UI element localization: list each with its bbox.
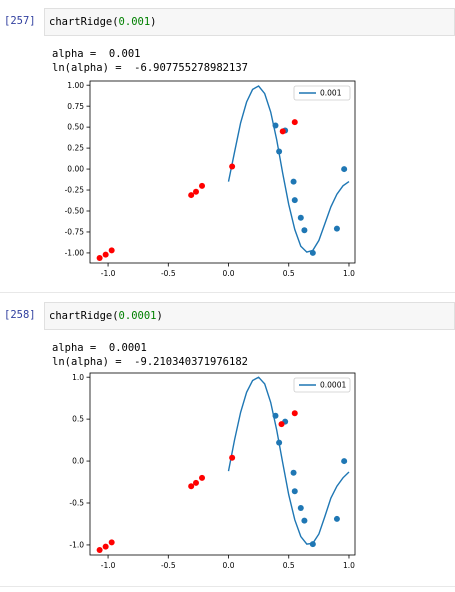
x-tick-label: -1.0 <box>101 561 116 570</box>
y-tick-label: 0.0 <box>72 457 84 466</box>
code-text: chartRidge(0.001) <box>49 16 157 28</box>
chart-ridge-0001: -1.0 -0.5 0.0 0.5 1.0 1.00 0.75 0.50 0.25 0.00 -0.… <box>65 80 356 278</box>
test-point <box>108 247 115 254</box>
code-input[interactable]: chartRidge(0.001) <box>44 8 455 36</box>
train-point <box>309 249 316 256</box>
y-tick-label: 0.50 <box>67 123 84 132</box>
test-point <box>199 474 206 481</box>
y-tick-label: -1.00 <box>65 249 85 258</box>
test-point <box>188 483 195 490</box>
cell-prompt: [257] <box>4 15 36 27</box>
x-tick-label: -1.0 <box>101 269 116 278</box>
train-point <box>297 214 304 221</box>
y-tick-label: 0.00 <box>67 165 84 174</box>
ridge-curve <box>227 85 350 253</box>
train-point <box>333 515 340 522</box>
test-point <box>291 410 298 417</box>
test-point <box>188 192 195 199</box>
y-tick-label: -0.50 <box>65 207 85 216</box>
x-tick-label: 0.5 <box>283 561 295 570</box>
test-point <box>199 182 206 189</box>
input-cell-258[interactable]: [258] chartRidge(0.0001) <box>0 302 455 330</box>
test-point <box>96 546 103 553</box>
test-point <box>102 251 109 258</box>
test-point <box>279 128 286 135</box>
y-tick-label: 0.5 <box>72 415 84 424</box>
output-ln-alpha: ln(alpha) = -6.907755278982137 <box>52 62 248 74</box>
x-tick-label: 0.0 <box>223 561 235 570</box>
x-tick-label: -0.5 <box>161 269 176 278</box>
train-point <box>341 458 348 465</box>
x-tick-label: 1.0 <box>343 269 355 278</box>
train-point <box>290 178 297 185</box>
plot-frame <box>89 80 356 264</box>
train-point <box>297 505 304 512</box>
y-tick-label: 0.25 <box>67 144 84 153</box>
legend-box <box>293 85 351 101</box>
legend: 0.001 <box>293 85 351 101</box>
output-ln-alpha: ln(alpha) = -9.210340371976182 <box>52 356 248 368</box>
input-cell-257[interactable]: [257] chartRidge(0.001) <box>0 8 455 36</box>
train-point <box>290 469 297 476</box>
legend: 0.0001 <box>293 377 351 393</box>
y-tick-label: 1.0 <box>72 373 84 382</box>
legend-box <box>293 377 351 393</box>
x-tick-label: -0.5 <box>161 561 176 570</box>
train-point <box>291 197 298 204</box>
chart-ridge-00001: -1.0 -0.5 0.0 0.5 1.0 1.0 0.5 0.0 -0.5 -1.0 0.0001 <box>69 372 356 570</box>
x-tick-label: 0.0 <box>223 269 235 278</box>
test-point <box>229 163 236 170</box>
x-tick-label: 1.0 <box>343 561 355 570</box>
train-point <box>276 148 283 155</box>
test-point <box>291 119 298 126</box>
test-point <box>229 454 236 461</box>
cell-prompt: [258] <box>4 309 36 321</box>
cell-divider <box>0 586 455 587</box>
test-point <box>193 188 199 195</box>
train-point <box>272 122 279 129</box>
legend-label: 0.0001 <box>320 381 346 390</box>
code-input[interactable]: chartRidge(0.0001) <box>44 302 455 330</box>
x-tick-label: 0.5 <box>283 269 295 278</box>
train-point <box>291 488 298 495</box>
plot-frame <box>89 372 356 556</box>
test-point <box>108 539 115 546</box>
y-tick-label: -1.0 <box>69 541 84 550</box>
y-tick-label: 0.75 <box>67 102 84 111</box>
y-tick-label: 1.00 <box>67 81 84 90</box>
y-tick-label: -0.25 <box>65 186 85 195</box>
ridge-curve <box>227 376 350 545</box>
y-tick-label: -0.75 <box>65 228 85 237</box>
train-point <box>272 412 279 419</box>
cell-divider <box>0 292 455 293</box>
train-point <box>276 439 283 446</box>
test-point <box>96 254 103 261</box>
code-text: chartRidge(0.0001) <box>49 310 163 322</box>
train-point <box>309 541 316 548</box>
output-alpha: alpha = 0.001 <box>52 48 141 60</box>
legend-label: 0.001 <box>320 89 342 98</box>
train-point <box>341 166 348 173</box>
train-point <box>301 517 308 524</box>
output-alpha: alpha = 0.0001 <box>52 342 147 354</box>
y-tick-label: -0.5 <box>69 499 84 508</box>
train-point <box>333 225 340 232</box>
train-point <box>301 227 308 234</box>
test-point <box>102 543 109 550</box>
test-point <box>193 479 199 486</box>
test-point <box>278 421 285 428</box>
